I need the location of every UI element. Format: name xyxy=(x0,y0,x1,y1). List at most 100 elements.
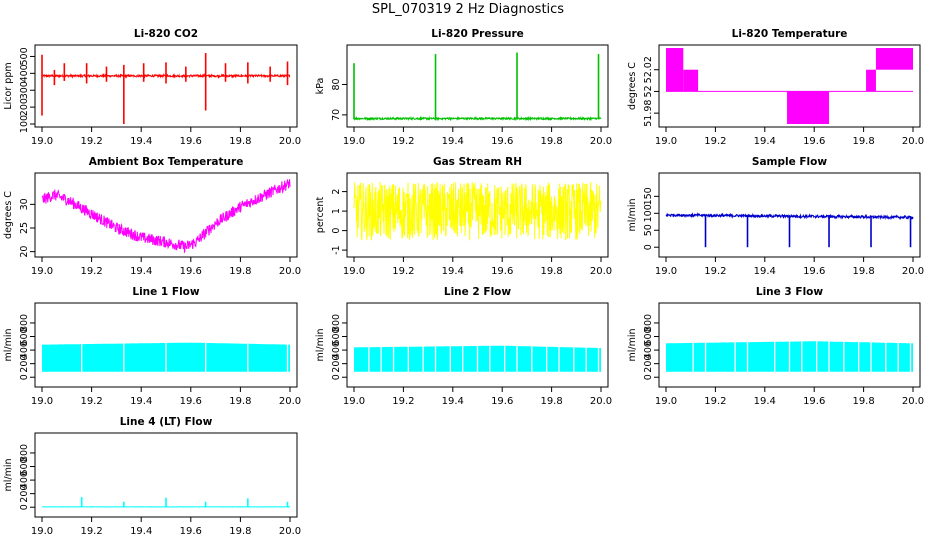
x-tick-label-6: 20.0 xyxy=(590,396,612,407)
y-tick-label-1: 51.98 xyxy=(643,100,654,127)
x-tick-label-6: 20.0 xyxy=(590,136,612,147)
plot-area xyxy=(41,179,291,254)
x-tick-label-2: 19.2 xyxy=(392,396,414,407)
x-tick-label-5: 19.8 xyxy=(229,136,251,147)
y-tick-label-2: 52 xyxy=(643,85,654,97)
x-tick-label-3: 19.4 xyxy=(442,396,464,407)
x-tick-label-3: 19.4 xyxy=(754,396,776,407)
y-tick-label-4: 400 xyxy=(19,64,30,82)
x-tick-label-4: 19.6 xyxy=(180,136,202,147)
x-tick-label-5: 19.8 xyxy=(540,396,562,407)
y-tick-label-4: 600 xyxy=(331,327,342,345)
y-axis-label: degrees C xyxy=(627,62,638,110)
chart-panel-7: Line 1 Flow 19.0 19.2 19.4 19.6 19.8 20.0 02004… xyxy=(3,286,301,407)
y-tick-label-1: 0 xyxy=(643,244,654,250)
y-tick-label-5: 500 xyxy=(19,47,30,65)
x-tick-label-4: 19.6 xyxy=(803,136,825,147)
plot-area xyxy=(41,53,291,124)
y-tick-label-3: 1 xyxy=(331,208,342,214)
y-tick-label-3: 100 xyxy=(643,204,654,222)
x-tick-label-2: 19.2 xyxy=(80,136,102,147)
y-tick-label-5: 800 xyxy=(643,314,654,332)
y-tick-label-1: 100 xyxy=(19,115,30,133)
x-tick-label-1: 19.0 xyxy=(31,266,53,277)
series-line xyxy=(353,181,602,241)
x-tick-label-1: 19.0 xyxy=(655,266,677,277)
x-tick-label-5: 19.8 xyxy=(229,396,251,407)
plot-frame xyxy=(346,302,609,388)
x-tick-label-2: 19.2 xyxy=(704,266,726,277)
x-tick-label-2: 19.2 xyxy=(392,136,414,147)
x-tick-label-3: 19.4 xyxy=(754,136,776,147)
chart-panel-10: Line 4 (LT) Flow 19.0 19.2 19.4 19.6 19.8 20.0… xyxy=(3,416,301,537)
x-tick-label-1: 19.0 xyxy=(655,396,677,407)
y-axis-label: ml/min xyxy=(627,198,638,231)
y-axis-label: ml/min xyxy=(3,458,14,491)
x-tick-label-5: 19.8 xyxy=(229,526,251,537)
y-tick-label-4: 2 xyxy=(331,189,342,195)
x-tick-label-2: 19.2 xyxy=(80,526,102,537)
y-tick-label-3: 400 xyxy=(331,341,342,359)
chart-title: Gas Stream RH xyxy=(433,156,522,168)
y-tick-label-1: 0 xyxy=(19,374,30,380)
y-tick-label-3: 400 xyxy=(643,341,654,359)
x-tick-label-6: 20.0 xyxy=(279,136,301,147)
x-tick-label-2: 19.2 xyxy=(704,396,726,407)
chart-title: Li-820 CO2 xyxy=(134,28,198,40)
y-tick-label-2: 200 xyxy=(643,355,654,373)
plot-frame xyxy=(346,44,609,128)
x-tick-label-1: 19.0 xyxy=(31,526,53,537)
plot-area xyxy=(666,339,913,373)
y-tick-label-2: 200 xyxy=(19,485,30,503)
chart-panel-4: Ambient Box Temperature 19.0 19.2 19.4 19.6 1… xyxy=(3,156,301,277)
y-axis-label: Licor ppm xyxy=(3,62,14,109)
y-tick-label-4: 600 xyxy=(19,457,30,475)
x-tick-label-3: 19.4 xyxy=(130,136,152,147)
plot-frame xyxy=(658,44,921,128)
x-tick-label-6: 20.0 xyxy=(279,266,301,277)
chart-panel-5: Gas Stream RH 19.0 19.2 19.4 19.6 19.8 20.0 -1 0… xyxy=(315,156,612,277)
y-tick-label-5: 800 xyxy=(331,314,342,332)
x-tick-label-4: 19.6 xyxy=(803,396,825,407)
x-tick-label-4: 19.6 xyxy=(180,396,202,407)
y-tick-label-3: 400 xyxy=(19,341,30,359)
chart-title: Li-820 Pressure xyxy=(431,28,524,40)
x-tick-label-5: 19.8 xyxy=(852,266,874,277)
y-tick-label-4: 150 xyxy=(643,187,654,205)
series-band-3 xyxy=(787,91,830,124)
x-tick-label-2: 19.2 xyxy=(392,266,414,277)
y-tick-label-5: 800 xyxy=(19,314,30,332)
x-tick-label-6: 20.0 xyxy=(902,136,924,147)
y-axis-label: kPa xyxy=(315,78,326,95)
x-tick-label-1: 19.0 xyxy=(343,266,365,277)
x-tick-label-1: 19.0 xyxy=(343,396,365,407)
y-tick-label-2: 200 xyxy=(19,355,30,373)
x-tick-label-5: 19.8 xyxy=(540,266,562,277)
y-tick-label-3: 52.02 xyxy=(643,56,654,83)
plot-frame xyxy=(658,172,921,258)
chart-title: Li-820 Temperature xyxy=(732,28,848,40)
x-tick-label-6: 20.0 xyxy=(902,396,924,407)
plot-frame xyxy=(34,302,298,388)
x-tick-label-1: 19.0 xyxy=(31,136,53,147)
y-tick-label-2: 200 xyxy=(19,98,30,116)
chart-title: Line 2 Flow xyxy=(444,286,511,298)
x-tick-label-3: 19.4 xyxy=(130,396,152,407)
series-line xyxy=(41,179,291,254)
x-tick-label-2: 19.2 xyxy=(80,396,102,407)
plot-area xyxy=(666,48,913,124)
x-tick-label-4: 19.6 xyxy=(180,526,202,537)
chart-panel-8: Line 2 Flow 19.0 19.2 19.4 19.6 19.8 20.0 02004… xyxy=(315,286,612,407)
x-tick-label-3: 19.4 xyxy=(442,266,464,277)
chart-title: Line 4 (LT) Flow xyxy=(120,416,213,428)
x-tick-label-6: 20.0 xyxy=(279,526,301,537)
series-band-4 xyxy=(866,69,876,92)
x-tick-label-1: 19.0 xyxy=(343,136,365,147)
chart-title: Line 1 Flow xyxy=(132,286,199,298)
x-tick-label-4: 19.6 xyxy=(803,266,825,277)
y-tick-label-1: 70 xyxy=(331,109,342,121)
series-band-1 xyxy=(666,48,684,92)
y-tick-label-2: 50 xyxy=(643,224,654,236)
chart-panel-9: Line 3 Flow 19.0 19.2 19.4 19.6 19.8 20.0 02004… xyxy=(627,286,924,407)
